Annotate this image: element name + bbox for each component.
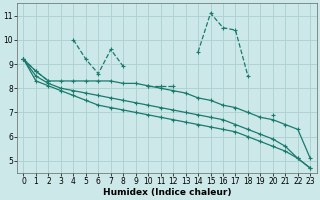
X-axis label: Humidex (Indice chaleur): Humidex (Indice chaleur) xyxy=(103,188,231,197)
